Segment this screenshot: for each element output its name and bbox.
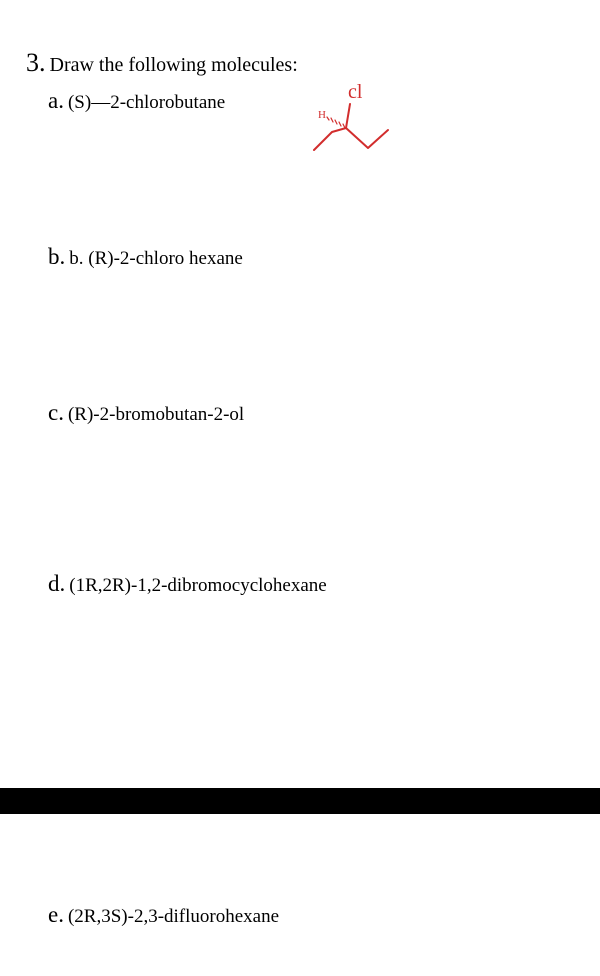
- item-a-text: (S)—2-chlorobutane: [68, 92, 225, 113]
- item-c-text: (R)-2-bromobutan-2-ol: [68, 404, 244, 425]
- item-d: d. (1R,2R)-1,2-dibromocyclohexane: [48, 571, 560, 597]
- hash-wedge: [327, 117, 345, 128]
- h-label-text: H: [318, 109, 326, 121]
- item-c: c. (R)-2-bromobutan-2-ol: [48, 400, 560, 426]
- cl-label-text: cl: [348, 82, 363, 103]
- item-b: b. b. (R)-2-chloro hexane: [48, 244, 560, 270]
- item-e-label: e.: [48, 902, 64, 927]
- carbon-skeleton: [314, 128, 388, 150]
- question-header: 3. Draw the following molecules:: [26, 48, 560, 78]
- molecule-svg: cl H: [290, 82, 400, 162]
- item-a-label: a.: [48, 88, 64, 113]
- question-number: 3.: [26, 48, 46, 77]
- item-d-text: (1R,2R)-1,2-dibromocyclohexane: [69, 575, 326, 596]
- item-c-label: c.: [48, 400, 64, 425]
- bond-to-cl: [346, 104, 350, 128]
- item-b-label: b.: [48, 244, 65, 269]
- page-divider: [0, 788, 600, 814]
- item-b-text: b. (R)-2-chloro hexane: [69, 248, 243, 269]
- question-prompt: Draw the following molecules:: [50, 54, 298, 76]
- item-d-label: d.: [48, 571, 65, 596]
- item-e: e. (2R,3S)-2,3-difluorohexane: [48, 902, 279, 928]
- item-e-text: (2R,3S)-2,3-difluorohexane: [68, 906, 279, 927]
- molecule-drawing-a: cl H: [290, 82, 400, 162]
